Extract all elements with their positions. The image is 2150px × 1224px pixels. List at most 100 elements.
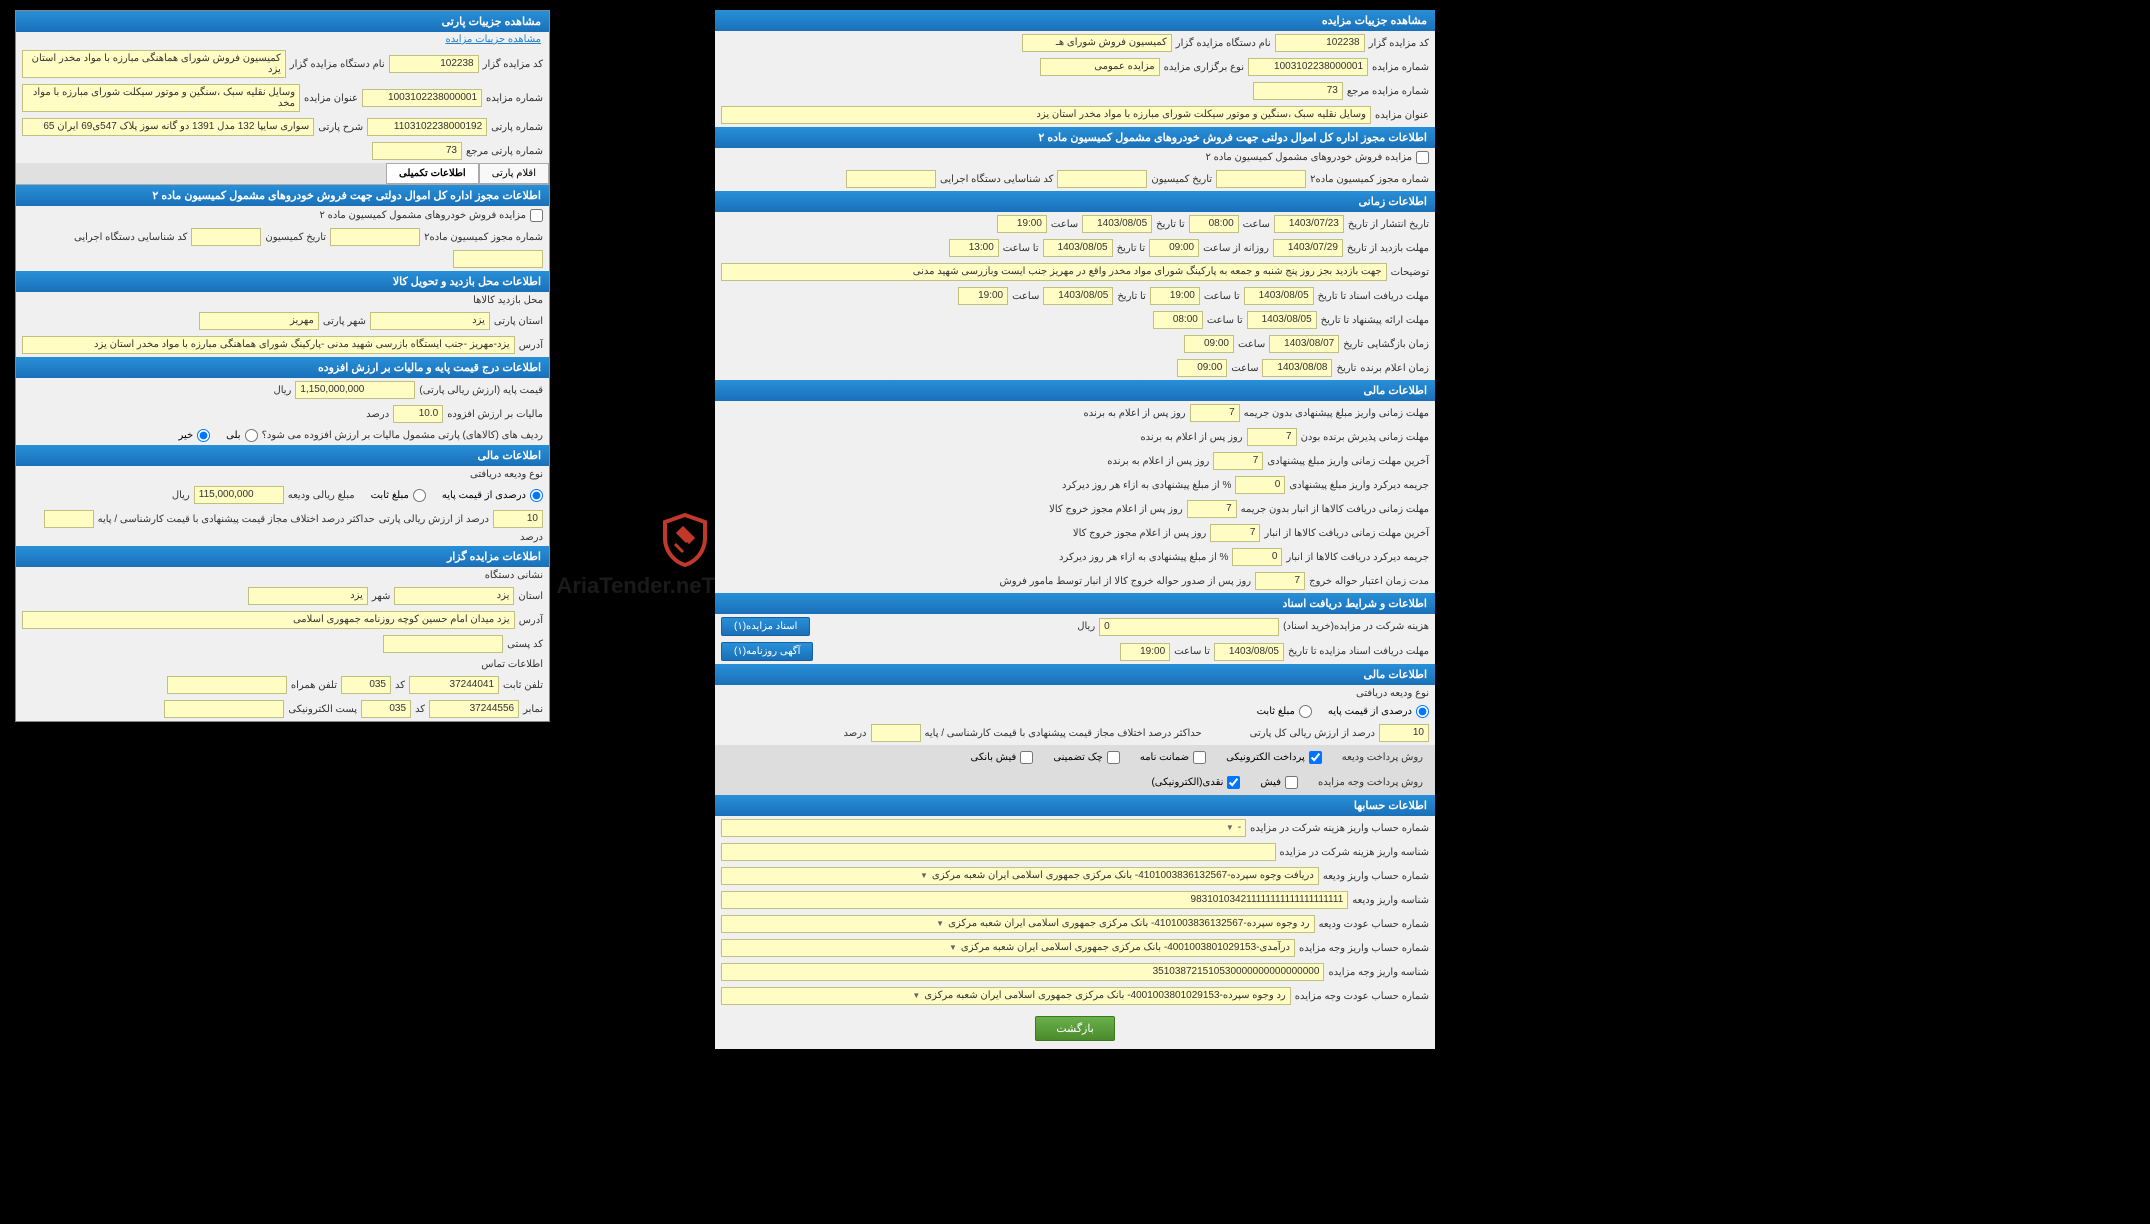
lp-base: 1,150,000,000 [295,381,415,399]
chk-elec[interactable] [1309,751,1322,764]
field-visit-to: 1403/08/05 [1043,239,1113,257]
lp-desc-l: شرح پارتی [318,122,363,133]
label-saat4: ساعت [1238,339,1265,350]
row-open: زمان بازگشایی تاریخ 1403/08/07 ساعت 09:0… [715,332,1435,356]
docs-cost-l: هزینه شرکت در مزایده(خرید اسناد) [1283,621,1429,632]
chk-zaman[interactable] [1193,751,1206,764]
chk-fish[interactable] [1020,751,1033,764]
lp-header2: اطلاعات مجوز اداره کل اموال دولتی جهت فر… [16,185,549,206]
chk-check[interactable] [1107,751,1120,764]
lp-amt: 115,000,000 [194,486,284,504]
tab-items[interactable]: اقلام پارتی [479,163,549,184]
fin2-type: نوع ودیعه دریافتی [715,685,1435,702]
lp-mobile [167,676,287,694]
chk-cash[interactable] [1227,776,1240,789]
fin-v7: 0 [1232,548,1282,566]
label-ta3: تا تاریخ [1117,291,1146,302]
fin-v8: 7 [1255,572,1305,590]
lp-ref-l: شماره پارتی مرجع [466,146,543,157]
fin-u7: % از مبلغ پیشنهادی به ازاء هر روز دیرکرد [1059,552,1228,563]
acc-l4: شناسه واریز ودیعه [1352,895,1429,906]
docs-tasaat: تا ساعت [1174,646,1210,657]
chk-check-l: چک تضمینی [1053,752,1103,763]
label-tasaat: تا ساعت [1003,243,1039,254]
lp-org-fa: یزد میدان امام حسین کوچه روزنامه جمهوری … [22,611,515,629]
acc-l2: شناسه واریز هزینه شرکت در مزایده [1280,847,1429,858]
field-mojaz-num [1216,170,1306,188]
lp-mj-dev [453,250,543,268]
acc-v5[interactable]: رد وجوه سپرده-4101003836132567- بانک مرک… [721,915,1315,933]
lp-org-addr-l: نشانی دستگاه [485,570,543,581]
field-ta-h: 19:00 [997,215,1047,233]
lp-base-l: قیمت پایه (ارزش ریالی پارتی) [419,385,543,396]
label-winner: زمان اعلام برنده [1360,363,1429,374]
label-saat3: ساعت [1012,291,1039,302]
chk-fish2[interactable] [1285,776,1298,789]
radio-fixed[interactable] [1299,705,1312,718]
radio-no[interactable] [197,429,210,442]
radio-yes[interactable] [245,429,258,442]
lp-org-postal-l: کد پستی [507,639,543,650]
lp-org-city-l: شهر [372,591,391,602]
acc-r8: شماره حساب عودت وجه مزایده رد وجوه سپرده… [715,984,1435,1008]
docs-r1: هزینه شرکت در مزایده(خرید اسناد) 0 ریال … [715,614,1435,639]
back-button[interactable]: بازگشت [1035,1016,1115,1041]
field-offer-h2: 19:00 [958,287,1008,305]
lp-radio-pct[interactable] [530,489,543,502]
lp-chk-mojaz[interactable] [530,209,543,222]
fin-v1: 7 [1190,404,1240,422]
docs-dl-h: 19:00 [1120,643,1170,661]
lp-fin-pct: 10 درصد از ارزش ریالی پارتی حداکثر درصد … [16,507,549,546]
lp-desc: سواری سایپا 132 مدل 1391 دو گانه سوز پلا… [22,118,314,136]
acc-l8: شماره حساب عودت وجه مزایده [1295,991,1429,1002]
auction-l: روش پرداخت وجه مزایده [1318,777,1423,788]
field-type: مزایده عمومی [1040,58,1160,76]
lp-mj-date [191,228,261,246]
link-auction-details[interactable]: مشاهده جزییات مزایده [445,34,541,45]
lp-org-prov-l: استان [518,591,543,602]
lp-org-city: یزد [248,587,368,605]
docs-rial: ریال [1077,621,1095,632]
fin2-pct-v: 10 [1379,724,1429,742]
acc-v6[interactable]: درآمدی-4001003801029153- بانک مرکزی جمهو… [721,939,1295,957]
lp-visit-addr: آدرس یزد-مهریز -جنب ایستگاه بازرسی شهید … [16,333,549,357]
radio-no-l: خیر [178,430,193,441]
acc-l3: شماره حساب واریز ودیعه [1323,871,1429,882]
field-visit-th: 13:00 [949,239,999,257]
lp-r3: شماره پارتی 1103102238000192 شرح پارتی س… [16,115,549,139]
radio-pct[interactable] [1416,705,1429,718]
label-ref: شماره مزایده مرجع [1347,86,1429,97]
logo-text: AriaTender.neT [556,573,715,599]
acc-v8[interactable]: رد وجوه سپرده-4001003801029153- بانک مرک… [721,987,1291,1005]
row-winner: زمان اعلام برنده تاریخ 1403/08/08 ساعت 0… [715,356,1435,380]
label-mojaz-dev: کد شناسایی دستگاه اجرایی [940,174,1053,185]
field-ta-date: 1403/08/05 [1082,215,1152,233]
checkbox-mojaz[interactable] [1416,151,1429,164]
fin-l7: جریمه دیرکرد دریافت کالاها از انبار [1286,552,1429,563]
chk-zaman-l: ضمانت نامه [1140,752,1189,763]
acc-r6: شماره حساب واریز وجه مزایده درآمدی-40010… [715,936,1435,960]
field-pub-from: 1403/07/23 [1274,215,1344,233]
lp-org-contact: اطلاعات تماس [16,656,549,673]
btn-docs2[interactable]: آگهی روزنامه(۱) [721,642,813,661]
acc-v1[interactable]: - [721,819,1246,837]
acc-r5: شماره حساب عودت ودیعه رد وجوه سپرده-4101… [715,912,1435,936]
field-visit-from: 1403/07/29 [1273,239,1343,257]
fin-u8: روز پس از صدور حواله خروج کالا از انبار … [1000,576,1252,587]
label-saat1: ساعت [1243,219,1270,230]
lp-max-l: حداکثر درصد اختلاف مجاز قیمت پیشنهادی با… [98,514,375,525]
radio-fixed-l: مبلغ ثابت [1257,706,1295,717]
fin-r1: مهلت زمانی واریز مبلغ پیشنهادی بدون جریم… [715,401,1435,425]
label-tarikh1: تاریخ [1343,339,1363,350]
tab-extra[interactable]: اطلاعات تکمیلی [386,163,479,184]
field-doc-h: 19:00 [1150,287,1200,305]
lp-name: کمیسیون فروش شورای هماهنگی مبارزه با موا… [22,50,286,78]
lp-city-l: شهر پارتی [323,316,366,327]
btn-docs1[interactable]: اسناد مزایده(۱) [721,617,810,636]
acc-v3[interactable]: دریافت وجوه سپرده-4101003836132567- بانک… [721,867,1319,885]
lp-party-l: شماره پارتی [491,122,543,133]
lp-radio-fixed[interactable] [413,489,426,502]
lp-fin-radio: درصدی از قیمت پایه مبلغ ثابت مبلغ ریالی … [16,483,549,507]
chk-fish2-l: فیش [1260,777,1281,788]
fin-l2: مهلت زمانی پذیرش برنده بودن [1301,432,1429,443]
